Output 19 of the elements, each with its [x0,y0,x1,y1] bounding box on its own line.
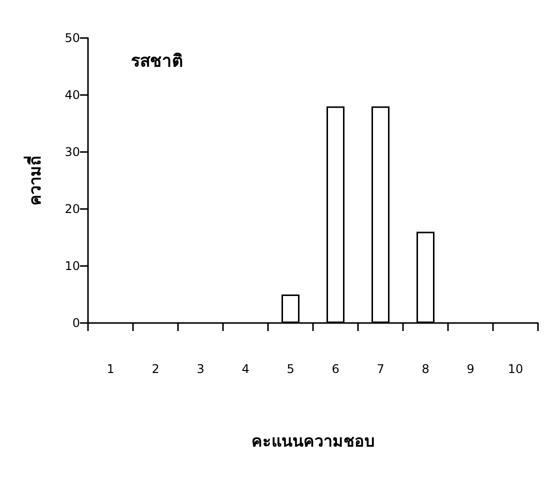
x-tick-label: 4 [242,362,250,376]
x-tick-label: 3 [196,362,204,376]
x-tick-label: 2 [152,362,160,376]
y-tick-label: 50 [64,31,80,45]
y-tick-label: 20 [64,202,80,216]
y-tick-label: 40 [64,88,80,102]
y-axis-title: ความถี่ [24,156,44,206]
x-tick-label: 9 [466,362,474,376]
x-tick-label: 8 [422,362,430,376]
x-axis-title: คะแนนความชอบ [252,432,374,450]
x-tick-label: 6 [332,362,340,376]
x-tick-label: 10 [508,362,524,376]
x-tick-label: 1 [106,362,114,376]
x-tick-label: 7 [376,362,384,376]
y-tick-label: 0 [72,316,80,330]
x-tick-label: 5 [286,362,294,376]
y-tick-label: 30 [64,145,80,159]
y-tick-label: 10 [64,259,80,273]
text: รสชาติ [131,52,183,72]
